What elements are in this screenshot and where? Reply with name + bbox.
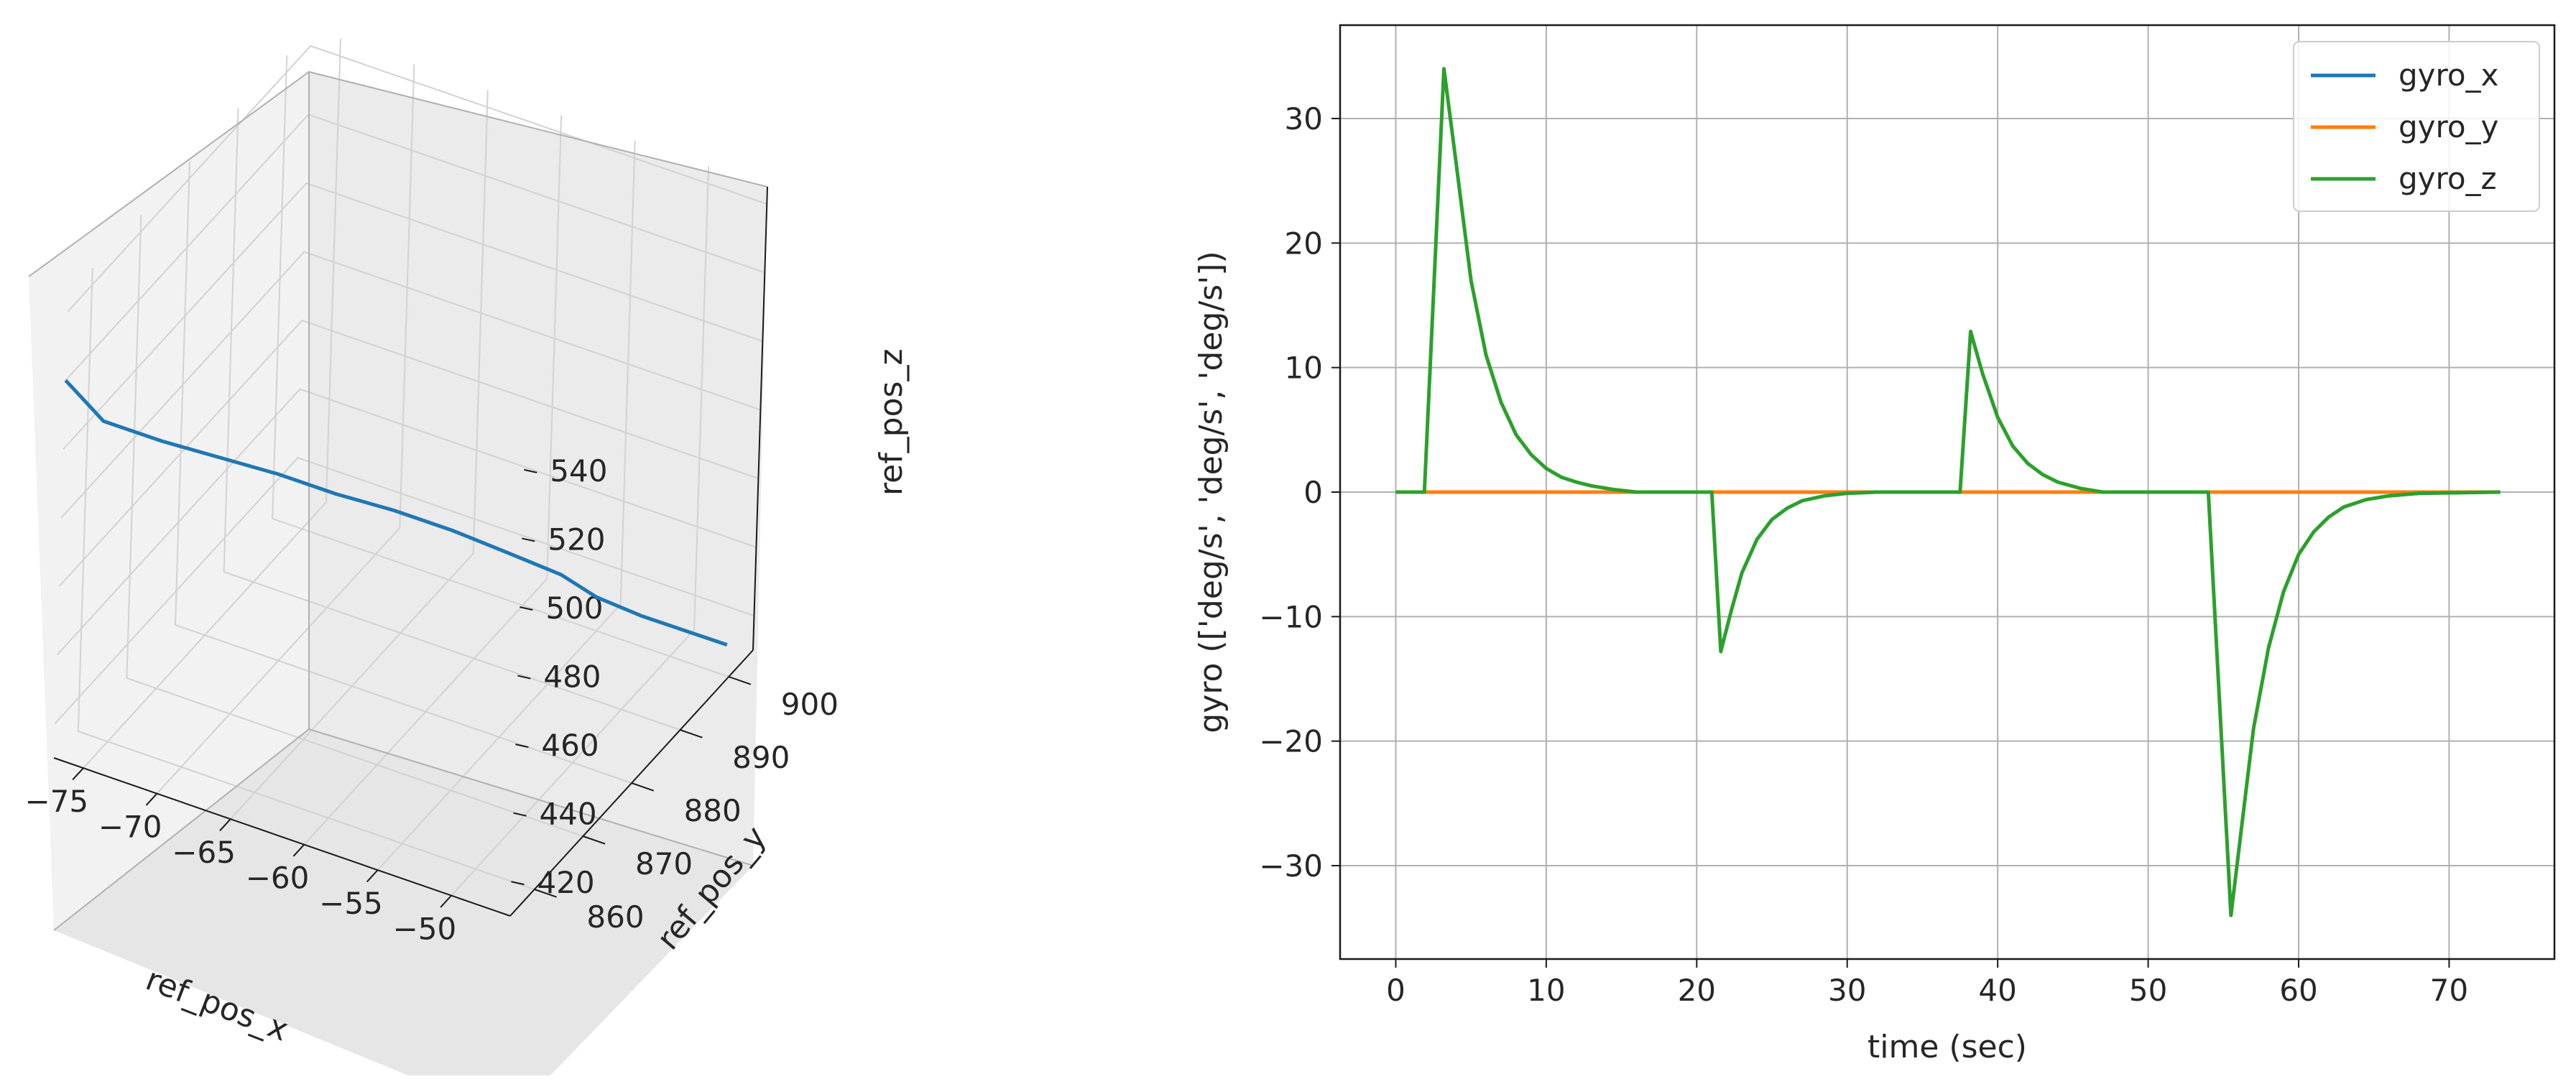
y-tick-label: 860 xyxy=(586,899,644,935)
x-tick-label: −75 xyxy=(24,784,88,819)
grid-line-y-back xyxy=(175,161,190,626)
y-tick-label: 880 xyxy=(684,793,742,828)
y-tick-mark xyxy=(583,835,606,845)
x-tick-label: 70 xyxy=(2430,973,2468,1008)
legend-box xyxy=(2293,41,2540,212)
grid-line-x-back xyxy=(399,64,415,528)
grid-line-y xyxy=(126,677,583,837)
grid-line-x-back xyxy=(546,115,563,579)
z-axis-label-3d: ref_pos_z xyxy=(873,348,910,496)
z-tick-label: 540 xyxy=(550,453,607,488)
y-tick-label: 900 xyxy=(781,687,839,722)
y-tick-label: −20 xyxy=(1259,724,1323,759)
legend-label-gyro-y: gyro_y xyxy=(2399,109,2498,144)
z-tick-mark xyxy=(511,881,525,886)
y-tick-mark xyxy=(631,782,655,792)
grid-line-y xyxy=(272,518,729,677)
grid-line-y-back xyxy=(272,55,288,519)
x-axis-3d-line xyxy=(53,757,511,917)
pane-back-left xyxy=(29,72,309,930)
grid-line-z xyxy=(58,319,759,587)
series-lines xyxy=(1395,67,2501,917)
grid-line-z xyxy=(54,457,754,724)
y-tick-label: −30 xyxy=(1259,848,1323,884)
x-tick-label: 60 xyxy=(2279,973,2317,1008)
z-tick-mark xyxy=(522,537,535,542)
grid-line-x-back xyxy=(325,39,341,503)
x-tick-label: 20 xyxy=(1678,973,1716,1008)
grid-line-y-back xyxy=(223,108,239,573)
grid-line-y xyxy=(223,571,680,731)
x-tick-label: 30 xyxy=(1828,973,1866,1008)
x-tick-label: −65 xyxy=(172,835,236,870)
grid-line-x-back xyxy=(472,90,489,554)
grid-line-y xyxy=(78,731,535,890)
x-tick-label: −50 xyxy=(393,911,457,946)
grid-line-y xyxy=(175,624,632,784)
x-tick-mark xyxy=(440,894,452,908)
y-tick-label: 870 xyxy=(635,846,693,881)
grid-line-x-back xyxy=(693,166,710,630)
pane-back-right xyxy=(309,72,767,866)
x-tick-mark xyxy=(366,869,379,883)
legend-label-gyro-z: gyro_z xyxy=(2399,161,2497,196)
x-tick-label: −55 xyxy=(319,886,383,921)
legend: gyro_x gyro_y gyro_z xyxy=(2293,41,2540,212)
x-tick-label: 50 xyxy=(2129,973,2167,1008)
y-tick-label: 890 xyxy=(732,740,790,775)
grid-line-x-back xyxy=(619,141,636,605)
z-axis-3d-line xyxy=(752,186,768,651)
ticks-2d: 0 10 20 30 40 50 60 70 −30 −20 −10 0 10 20 30 xyxy=(1259,101,2468,1008)
y-tick-label: 20 xyxy=(1285,226,1323,261)
y-tick-label: −10 xyxy=(1259,599,1323,634)
x-tick-label: 0 xyxy=(1386,973,1405,1008)
z-tick-label: 460 xyxy=(541,728,599,763)
z-tick-label: 480 xyxy=(543,659,601,695)
y-tick-mark xyxy=(680,729,703,738)
y-tick-label: 30 xyxy=(1285,101,1323,136)
grid-line-y-back xyxy=(77,267,93,732)
pane-edges xyxy=(28,70,768,931)
x-tick-label: 40 xyxy=(1978,973,2016,1008)
series-line-gyro-z xyxy=(1395,67,2501,917)
trajectory-line xyxy=(64,379,728,647)
z-tick-label: 520 xyxy=(548,522,605,557)
grid-line-y-back xyxy=(126,214,142,679)
x-tick-label: −70 xyxy=(98,809,162,844)
z-tick-label: 440 xyxy=(539,797,596,832)
x-tick-label: −60 xyxy=(246,860,310,895)
z-tick-mark xyxy=(515,744,529,749)
grid-line-z xyxy=(60,251,761,519)
y-tick-label: 0 xyxy=(1303,475,1323,510)
z-tick-mark xyxy=(513,812,527,817)
pane-floor xyxy=(54,729,753,1079)
x-tick-mark xyxy=(72,767,84,781)
x-axis-label-2d: time (sec) xyxy=(1868,1029,2027,1065)
plot-3d: −75 −70 −65 −60 −55 −50 860 870 880 890 900 420 440 4… xyxy=(24,39,910,1079)
x-tick-mark xyxy=(219,818,231,832)
y-tick-label: 10 xyxy=(1285,351,1323,386)
x-tick-mark xyxy=(292,843,305,857)
plot-2d: 0 10 20 30 40 50 60 70 −30 −20 −10 0 10 20 30 time (se… xyxy=(1193,24,2556,1065)
grid-line-z xyxy=(67,45,767,312)
z-tick-mark xyxy=(517,675,531,680)
x-tick-label: 10 xyxy=(1527,973,1565,1008)
y-axis-label-2d: gyro (['deg/s', 'deg/s', 'deg/s']) xyxy=(1193,251,1229,733)
y-tick-mark xyxy=(534,889,557,898)
z-tick-label: 420 xyxy=(537,865,594,900)
z-tick-mark xyxy=(520,606,533,611)
legend-label-gyro-x: gyro_x xyxy=(2399,57,2498,93)
x-tick-mark xyxy=(145,793,158,806)
z-tick-mark xyxy=(524,468,537,473)
grid-3d xyxy=(54,39,767,897)
grid-line-z xyxy=(63,182,763,450)
y-tick-mark xyxy=(728,676,752,685)
grid-line-z xyxy=(56,388,757,656)
